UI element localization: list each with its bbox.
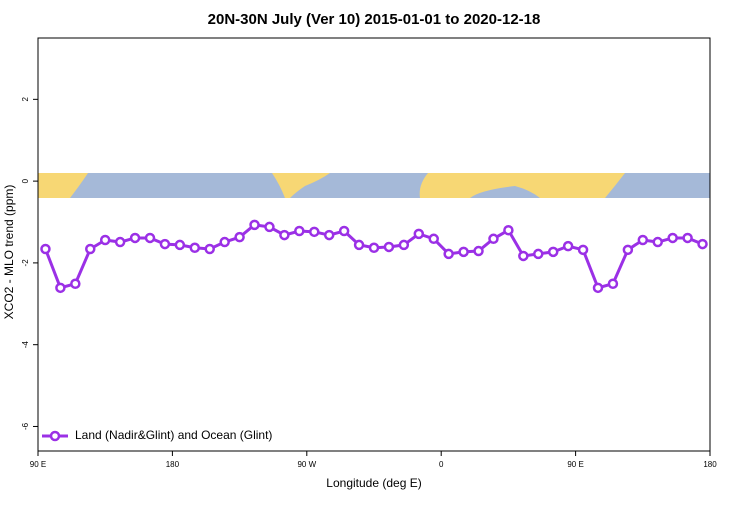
map-strip — [38, 173, 710, 198]
y-tick-label: -2 — [21, 259, 30, 267]
data-point — [234, 231, 245, 243]
y-tick-label: -4 — [21, 341, 30, 349]
data-point — [264, 221, 275, 233]
data-point — [204, 243, 215, 255]
data-point — [70, 278, 81, 290]
y-tick-label: 2 — [21, 97, 30, 102]
data-point — [249, 219, 260, 231]
data-point — [85, 243, 96, 255]
data-point — [368, 242, 380, 254]
data-point — [323, 229, 335, 241]
x-tick-label: 180 — [166, 460, 180, 469]
data-point — [443, 248, 454, 260]
data-point — [577, 244, 589, 256]
data-point — [652, 236, 663, 248]
legend-marker — [49, 430, 61, 442]
x-tick-label: 0 — [439, 460, 444, 469]
data-point — [413, 228, 425, 240]
y-tick-label: -6 — [21, 422, 30, 430]
y-tick-label: 0 — [21, 178, 30, 183]
data-point — [667, 232, 678, 244]
data-point — [55, 282, 66, 294]
x-tick-label: 90 E — [567, 460, 583, 469]
data-point — [99, 234, 111, 246]
data-point — [129, 232, 141, 244]
data-point — [189, 242, 201, 254]
plot-frame — [37, 37, 711, 452]
data-point — [697, 238, 708, 250]
x-tick-label: 90 W — [297, 460, 316, 469]
data-point — [518, 250, 529, 262]
data-point — [144, 232, 156, 244]
legend-label: Land (Nadir&Glint) and Ocean (Glint) — [75, 428, 272, 442]
data-point — [682, 232, 693, 244]
data-point — [174, 239, 186, 251]
data-point — [592, 282, 604, 294]
data-point — [383, 241, 395, 253]
data-point — [353, 239, 365, 251]
data-point — [219, 236, 230, 248]
data-point — [428, 233, 439, 245]
data-point — [562, 240, 574, 252]
data-point — [547, 246, 559, 258]
y-axis-label: XCO2 - MLO trend (ppm) — [2, 185, 16, 320]
data-point — [309, 226, 320, 238]
data-point — [40, 243, 51, 255]
data-point — [488, 233, 499, 245]
data-point — [294, 225, 305, 237]
x-tick-label: 180 — [703, 460, 717, 469]
data-point — [503, 224, 514, 236]
chart-title: 20N-30N July (Ver 10) 2015-01-01 to 2020… — [208, 11, 541, 28]
data-point — [533, 248, 544, 260]
data-point — [458, 246, 469, 258]
data-point — [398, 239, 410, 251]
data-point — [159, 238, 171, 250]
x-tick-label: 90 E — [30, 460, 46, 469]
data-point — [114, 236, 126, 248]
data-point — [338, 225, 350, 237]
data-line — [44, 223, 704, 290]
data-point — [279, 229, 290, 241]
x-axis-label: Longitude (deg E) — [326, 476, 421, 490]
data-point — [473, 245, 484, 257]
data-point — [607, 278, 619, 290]
data-point — [622, 244, 634, 256]
data-point — [637, 234, 649, 246]
